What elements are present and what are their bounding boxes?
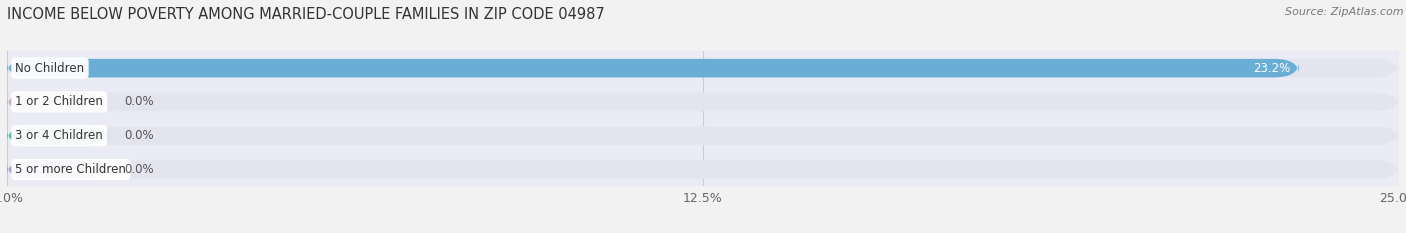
Text: Source: ZipAtlas.com: Source: ZipAtlas.com xyxy=(1285,7,1403,17)
FancyBboxPatch shape xyxy=(7,160,1399,179)
FancyBboxPatch shape xyxy=(7,127,1399,145)
FancyBboxPatch shape xyxy=(7,59,1299,77)
FancyBboxPatch shape xyxy=(7,127,107,145)
Text: 0.0%: 0.0% xyxy=(124,163,153,176)
Text: 23.2%: 23.2% xyxy=(1253,62,1291,75)
FancyBboxPatch shape xyxy=(7,160,107,179)
FancyBboxPatch shape xyxy=(7,153,1399,186)
Text: 0.0%: 0.0% xyxy=(124,129,153,142)
Text: 1 or 2 Children: 1 or 2 Children xyxy=(15,96,103,108)
FancyBboxPatch shape xyxy=(7,119,1399,153)
FancyBboxPatch shape xyxy=(7,93,1399,111)
Text: 0.0%: 0.0% xyxy=(124,96,153,108)
Text: 3 or 4 Children: 3 or 4 Children xyxy=(15,129,103,142)
FancyBboxPatch shape xyxy=(7,85,1399,119)
Text: INCOME BELOW POVERTY AMONG MARRIED-COUPLE FAMILIES IN ZIP CODE 04987: INCOME BELOW POVERTY AMONG MARRIED-COUPL… xyxy=(7,7,605,22)
Text: 5 or more Children: 5 or more Children xyxy=(15,163,127,176)
FancyBboxPatch shape xyxy=(7,93,107,111)
Text: No Children: No Children xyxy=(15,62,84,75)
FancyBboxPatch shape xyxy=(7,51,1399,85)
FancyBboxPatch shape xyxy=(7,59,1399,77)
